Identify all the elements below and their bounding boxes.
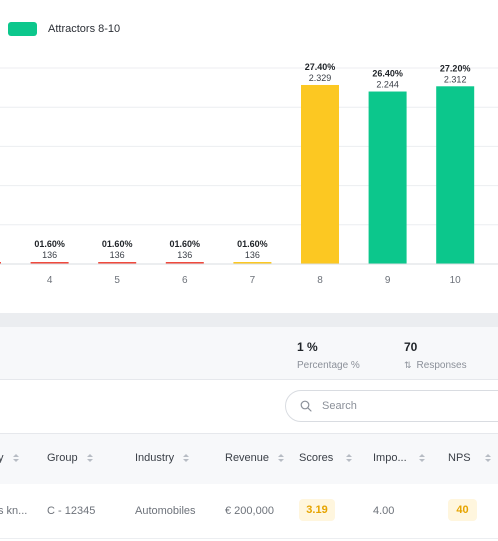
column-header-name[interactable]: y (0, 452, 19, 464)
column-header-industry[interactable]: Industry (135, 452, 190, 464)
bar-count-label: 136 (177, 250, 192, 260)
bar-percent-label: 01.60% (237, 239, 268, 249)
search-box[interactable] (285, 390, 498, 422)
bar-count-label: 136 (42, 250, 57, 260)
sort-icon[interactable] (484, 453, 491, 463)
column-label: Scores (299, 452, 334, 464)
table-row[interactable]: s kn... C - 12345 Automobiles € 200,000 … (0, 484, 498, 539)
bar-percent-label: 01.60% (34, 239, 65, 249)
responses-label: ⇅ Responses (404, 360, 467, 371)
column-label: Impo... (373, 452, 407, 464)
bar (98, 262, 137, 264)
bar-count-label: 2.329 (309, 73, 332, 83)
responses-stat: 70 ⇅ Responses (404, 340, 467, 371)
search-input[interactable] (320, 399, 474, 413)
column-header-group[interactable]: Group (47, 452, 93, 464)
percentage-label: Percentage % (297, 360, 360, 371)
x-tick-label: 8 (317, 275, 323, 286)
cell-industry: Automobiles (135, 505, 196, 517)
chart-legend: Attractors 8-10 (8, 22, 120, 36)
nps-distribution-chart: 01.60%136401.60%136501.60%136601.60%1367… (0, 62, 498, 286)
summary-bar: 1 % Percentage % 70 ⇅ Responses (0, 327, 498, 380)
sort-icon[interactable] (86, 453, 93, 463)
sort-icon[interactable] (183, 453, 190, 463)
bar (368, 91, 407, 264)
legend-swatch (8, 22, 37, 36)
bar-percent-label: 01.60% (102, 239, 133, 249)
bar-count-label: 136 (245, 250, 260, 260)
bar-percent-label: 01.60% (170, 239, 201, 249)
sort-icon[interactable] (12, 453, 19, 463)
sort-icon[interactable] (346, 453, 353, 463)
search-icon (300, 400, 312, 412)
cell-scores-badge: 3.19 (299, 499, 335, 521)
cell-importance: 4.00 (373, 505, 395, 517)
percentage-label-text: Percentage % (297, 360, 360, 371)
bar (233, 262, 272, 264)
bar (0, 262, 1, 264)
x-tick-label: 7 (250, 275, 256, 286)
sort-arrows-icon: ⇅ (404, 360, 412, 370)
x-tick-label: 5 (114, 275, 120, 286)
bar-count-label: 136 (110, 250, 125, 260)
bar (165, 262, 204, 264)
column-header-scores[interactable]: Scores (299, 452, 353, 464)
legend-label: Attractors 8-10 (48, 23, 121, 35)
x-tick-label: 4 (47, 275, 53, 286)
column-label: y (0, 452, 4, 464)
sort-icon[interactable] (418, 453, 425, 463)
column-label: Industry (135, 452, 175, 464)
x-tick-label: 9 (385, 275, 391, 286)
column-header-nps[interactable]: NPS (448, 452, 491, 464)
table-header: y Group Industry Revenue Scores Impo... … (0, 433, 498, 485)
sort-icon[interactable] (278, 453, 285, 463)
column-header-revenue[interactable]: Revenue (225, 452, 285, 464)
bar-count-label: 2.244 (376, 80, 399, 90)
column-label: NPS (448, 452, 471, 464)
column-header-importance[interactable]: Impo... (373, 452, 425, 464)
bar (301, 84, 339, 264)
cell-nps-badge: 40 (448, 499, 477, 521)
responses-label-text: Responses (416, 360, 467, 371)
cell-name: s kn... (0, 505, 28, 517)
percentage-value: 1 % (297, 340, 318, 354)
x-tick-label: 6 (182, 275, 188, 286)
responses-value: 70 (404, 340, 418, 354)
bar (30, 262, 69, 264)
bar-percent-label: 27.40% (305, 62, 336, 72)
bar-percent-label: 27.20% (440, 63, 471, 73)
column-label: Revenue (225, 452, 270, 464)
cell-group: C - 12345 (47, 505, 96, 517)
bar-count-label: 2.312 (444, 74, 467, 84)
cell-revenue: € 200,000 (225, 505, 274, 517)
column-label: Group (47, 452, 78, 464)
section-divider (0, 313, 498, 327)
bar-percent-label: 26.40% (372, 69, 403, 79)
x-tick-label: 10 (450, 275, 462, 286)
percentage-stat: 1 % Percentage % (297, 340, 360, 371)
bar (436, 86, 475, 264)
